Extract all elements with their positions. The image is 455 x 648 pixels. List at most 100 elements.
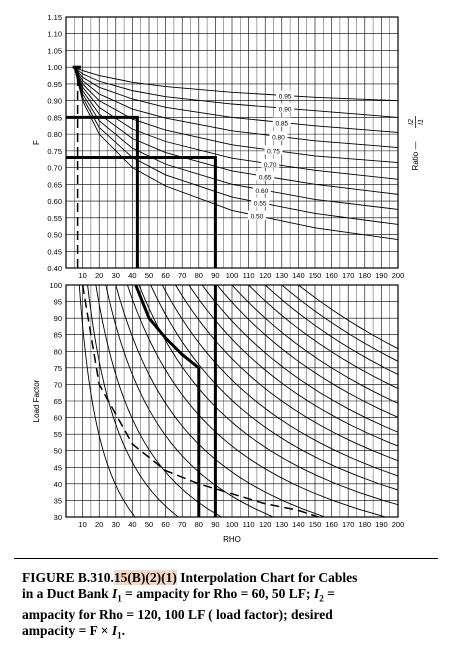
ratio-label-bg bbox=[252, 184, 271, 194]
figure-caption: FIGURE B.310.15(B)(2)(1) Interpolation C… bbox=[22, 570, 442, 643]
load-factor-curve bbox=[216, 285, 398, 418]
top-y-tick-label: 0.55 bbox=[47, 214, 62, 223]
load-factor-curve bbox=[298, 285, 398, 350]
ratio-curve-label: 0.55 bbox=[254, 201, 267, 208]
ratio-label-bg bbox=[251, 197, 270, 207]
load-factor-curve bbox=[281, 285, 398, 362]
top-x-tick-label: 180 bbox=[359, 271, 372, 280]
bottom-y-tick-label: 40 bbox=[54, 480, 62, 489]
top-y-axis-title: F bbox=[32, 140, 41, 145]
top-x-tick-label: 120 bbox=[259, 271, 272, 280]
top-guide-line-heavy bbox=[66, 115, 139, 268]
top-y-tick-label: 0.90 bbox=[47, 97, 62, 106]
caption-figure-prefix: FIGURE B.310. bbox=[22, 570, 114, 585]
ratio-axis-label-prefix: Ratio — bbox=[411, 142, 420, 171]
bottom-y-axis-title: Load Factor bbox=[32, 379, 41, 422]
top-y-tick-label: 0.60 bbox=[47, 197, 62, 206]
bottom-y-tick-label: 90 bbox=[54, 314, 62, 323]
load-factor-curve bbox=[264, 285, 398, 376]
load-factor-curve bbox=[175, 285, 398, 462]
top-x-tick-label: 30 bbox=[112, 271, 120, 280]
ratio-curve-label: 0.60 bbox=[256, 188, 269, 195]
top-y-tick-label: 0.45 bbox=[47, 247, 62, 256]
bottom-x-tick-label: 60 bbox=[161, 520, 169, 529]
bottom-y-tick-label: 65 bbox=[54, 397, 62, 406]
ratio-curve-0.80 bbox=[73, 66, 399, 148]
bottom-y-tick-label: 45 bbox=[54, 463, 62, 472]
caption-divider bbox=[14, 558, 438, 559]
top-x-tick-label: 190 bbox=[375, 271, 388, 280]
caption-figure-number: 15(B)(2)(1) bbox=[113, 570, 177, 585]
load-factor-curve bbox=[150, 285, 398, 491]
bottom-x-axis-title: RHO bbox=[223, 535, 241, 544]
ratio-label-bg bbox=[276, 103, 295, 113]
caption-line-4: ampacity = F × I1. bbox=[22, 622, 126, 641]
bottom-x-tick-label: 180 bbox=[359, 520, 372, 529]
top-y-tick-label: 1.05 bbox=[47, 46, 62, 55]
bottom-y-tick-label: 60 bbox=[54, 414, 62, 423]
top-x-tick-label: 100 bbox=[226, 271, 239, 280]
ratio-curve-label: 0.95 bbox=[279, 94, 292, 101]
ratio-label-bg bbox=[261, 158, 280, 168]
top-y-tick-label: 0.70 bbox=[47, 164, 62, 173]
ratio-axis-label-numerator: I2 bbox=[408, 119, 415, 125]
bottom-y-tick-label: 50 bbox=[54, 447, 62, 456]
bottom-x-tick-label: 140 bbox=[292, 520, 305, 529]
bottom-x-tick-label: 10 bbox=[78, 520, 86, 529]
bottom-chart-panel: 30 35 40 45 50 55 60 65 70 75 80 85 90 95 100 10 20 30 40 5… bbox=[32, 281, 404, 544]
top-x-tick-label: 170 bbox=[342, 271, 355, 280]
bottom-y-tick-label: 30 bbox=[54, 513, 62, 522]
load-factor-curve-family bbox=[78, 285, 398, 517]
ratio-label-bg bbox=[264, 145, 283, 155]
load-factor-curve bbox=[231, 285, 398, 404]
top-x-tick-label: 80 bbox=[195, 271, 203, 280]
ratio-curve-label: 0.75 bbox=[267, 148, 280, 155]
bottom-x-tick-label: 70 bbox=[178, 520, 186, 529]
load-factor-curve bbox=[248, 285, 398, 389]
top-x-tick-label: 200 bbox=[392, 271, 405, 280]
ratio-curve-0.75 bbox=[73, 67, 399, 164]
caption-line-1: FIGURE B.310.15(B)(2)(1) Interpolation C… bbox=[22, 570, 442, 586]
load-factor-curve bbox=[95, 285, 222, 517]
ratio-curve-0.50 bbox=[73, 67, 399, 240]
top-x-tick-label: 10 bbox=[78, 271, 86, 280]
bottom-y-tick-label: 85 bbox=[54, 331, 62, 340]
caption-line-1-rest: Interpolation Chart for Cables bbox=[176, 570, 358, 585]
caption-line-2: in a Duct Bank I1 = ampacity for Rho = 6… bbox=[22, 586, 335, 604]
load-factor-curve bbox=[115, 285, 326, 517]
caption-line-3: ampacity for Rho = 120, 100 LF ( load fa… bbox=[22, 606, 333, 622]
ratio-label-bg bbox=[276, 90, 295, 100]
bottom-x-tick-label: 90 bbox=[211, 520, 219, 529]
ratio-curve-label: 0.80 bbox=[272, 134, 285, 141]
top-x-tick-label: 40 bbox=[128, 271, 136, 280]
bottom-x-tick-label: 80 bbox=[195, 520, 203, 529]
bottom-x-tick-label: 110 bbox=[243, 520, 255, 529]
bottom-x-tick-label: 100 bbox=[226, 520, 239, 529]
bottom-y-tick-label: 100 bbox=[49, 281, 62, 290]
bottom-x-tick-label: 50 bbox=[145, 520, 153, 529]
bottom-x-tick-label: 30 bbox=[112, 520, 120, 529]
ratio-curve-label: 0.50 bbox=[251, 214, 264, 221]
top-y-tick-label: 1.15 bbox=[47, 13, 62, 22]
top-x-tick-label: 60 bbox=[161, 271, 169, 280]
load-factor-curve bbox=[201, 285, 398, 433]
top-y-tick-label: 0.75 bbox=[47, 147, 62, 156]
bottom-series-dashed bbox=[81, 285, 319, 517]
ratio-curve-label: 0.85 bbox=[275, 120, 288, 127]
ratio-label-bg bbox=[272, 117, 291, 127]
ratio-curve-0.55 bbox=[73, 67, 399, 225]
load-factor-curve bbox=[126, 285, 386, 517]
ratio-curve-label: 0.70 bbox=[264, 162, 277, 169]
top-y-tick-label: 0.65 bbox=[47, 180, 62, 189]
top-x-tick-label: 150 bbox=[309, 271, 322, 280]
load-factor-curve bbox=[105, 285, 274, 517]
top-chart-panel: 0.40 0.45 0.50 0.55 0.60 0.65 0.70 0.75 0.80 0.85… bbox=[32, 13, 425, 280]
bottom-x-tick-label: 170 bbox=[342, 520, 355, 529]
bottom-y-tick-label: 80 bbox=[54, 347, 62, 356]
top-y-tick-label: 0.50 bbox=[47, 231, 62, 240]
interpolation-chart-figure: 0.40 0.45 0.50 0.55 0.60 0.65 0.70 0.75 0.80 0.85… bbox=[32, 13, 425, 544]
bottom-x-tick-label: 150 bbox=[309, 520, 322, 529]
ratio-curve-label: 0.90 bbox=[279, 106, 292, 113]
ratio-curve-0.85 bbox=[73, 66, 399, 133]
bottom-y-tick-label: 95 bbox=[54, 298, 62, 307]
